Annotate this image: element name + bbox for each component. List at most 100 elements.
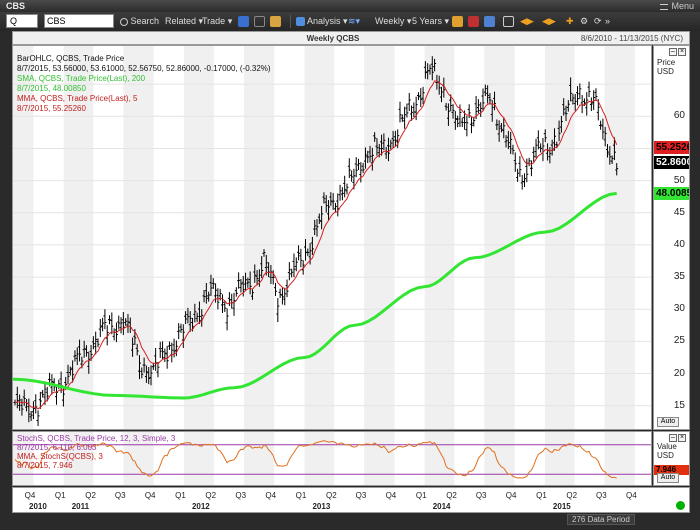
quarter-label: Q3 bbox=[114, 491, 126, 500]
quarter-band bbox=[243, 46, 275, 429]
candle-icon[interactable] bbox=[468, 16, 479, 27]
more-icon[interactable]: » bbox=[605, 16, 611, 26]
trade-label: Trade bbox=[202, 16, 226, 26]
osc-quarter-band bbox=[63, 432, 94, 485]
toolbar: Q Search Related ▾ Trade ▾ Analysis ▾ ≋▾… bbox=[0, 12, 700, 31]
compare-icon[interactable] bbox=[484, 16, 495, 27]
price-axis-unit: USD bbox=[657, 67, 674, 76]
osc-quarter-band bbox=[424, 432, 455, 485]
date-axis[interactable]: Q4 Q1 Q2 Q3 Q4 Q1 Q2 Q3 Q4 Q1 Q2 Q3 Q4 Q1 Q2 Q3 Q4 Q1 Q2 Q3… bbox=[12, 487, 690, 513]
menu-button[interactable]: Menu bbox=[660, 1, 694, 11]
close-icon[interactable]: × bbox=[678, 48, 686, 56]
quarter-band bbox=[604, 46, 635, 429]
legend-bar-title: BarOHLC, QCBS, Trade Price bbox=[17, 54, 125, 63]
price-tick-label: 50 bbox=[673, 174, 685, 186]
symbol-type-select[interactable]: Q bbox=[6, 14, 38, 28]
oscillator-chart bbox=[13, 432, 651, 485]
quarter-band bbox=[484, 46, 515, 429]
range-label: 5 Years bbox=[412, 16, 443, 26]
legend-osc-mma-value: 8/7/2015, 7.946 bbox=[17, 461, 73, 470]
trade-menu[interactable]: Trade ▾ bbox=[202, 16, 233, 26]
quarter-label: Q1 bbox=[175, 491, 186, 500]
quarter-label: Q1 bbox=[54, 491, 66, 500]
status-bar: 276 Data Period bbox=[12, 513, 690, 525]
range-select[interactable]: 5 Years ▾ bbox=[412, 16, 450, 26]
quarter-label: Q2 bbox=[566, 491, 578, 500]
osc-minimize-icon[interactable]: – bbox=[669, 434, 677, 442]
year-label: 2011 bbox=[71, 502, 90, 511]
symbol-input[interactable] bbox=[44, 14, 114, 28]
trade-icon[interactable] bbox=[238, 16, 249, 27]
price-tick-label: 35 bbox=[673, 271, 685, 283]
quarter-label: Q3 bbox=[596, 491, 607, 500]
osc-quarter-band bbox=[604, 432, 635, 485]
search-button[interactable]: Search bbox=[120, 14, 159, 29]
oscillator-axis[interactable]: – × Value USD 7.946 Auto bbox=[653, 431, 690, 486]
expand-icon[interactable]: ✚ bbox=[566, 16, 574, 26]
refresh-icon[interactable]: ⟳ bbox=[594, 16, 602, 26]
quarter-band bbox=[304, 46, 335, 429]
quarter-band bbox=[364, 46, 395, 429]
hamburger-icon bbox=[660, 3, 669, 10]
price-tick-label: 20 bbox=[673, 367, 685, 379]
quarter-band bbox=[424, 46, 455, 429]
scroll-left-icon[interactable]: ◀▶ bbox=[520, 16, 534, 26]
stoch-line bbox=[14, 440, 617, 479]
crosshair-icon[interactable] bbox=[503, 16, 514, 27]
price-tick-label: 15 bbox=[673, 399, 685, 411]
quarter-label: Q4 bbox=[385, 491, 397, 500]
osc-close-icon[interactable]: × bbox=[678, 434, 686, 442]
minimize-icon[interactable]: – bbox=[669, 48, 677, 56]
quarter-label: Q4 bbox=[24, 491, 36, 500]
osc-quarter-band bbox=[364, 432, 395, 485]
legend-mma-title: MMA, QCBS, Trade Price(Last), 5 bbox=[17, 94, 138, 103]
quarter-label: Q3 bbox=[475, 491, 487, 500]
related-menu[interactable]: Related ▾ bbox=[165, 16, 204, 26]
quarter-label: Q4 bbox=[144, 491, 156, 500]
back-icon[interactable] bbox=[254, 16, 265, 27]
year-label: 2013 bbox=[312, 502, 331, 511]
settings-icon[interactable]: ⚙ bbox=[580, 16, 589, 26]
last-price-tag: 52.8600 bbox=[654, 156, 690, 170]
wave-icon[interactable]: ≋▾ bbox=[348, 16, 361, 26]
osc-auto-button[interactable]: Auto bbox=[657, 473, 679, 483]
analysis-menu[interactable]: Analysis ▾ bbox=[296, 14, 348, 29]
price-auto-button[interactable]: Auto bbox=[657, 417, 679, 427]
window-title: CBS bbox=[6, 1, 26, 11]
folder-icon[interactable] bbox=[270, 16, 281, 27]
title-bar: CBS Menu bbox=[0, 0, 700, 12]
chart-header: Weekly QCBS 8/6/2010 - 11/13/2015 (NYC) bbox=[12, 31, 690, 45]
osc-quarter-band bbox=[304, 432, 335, 485]
zoom-reset-icon[interactable] bbox=[676, 501, 685, 510]
related-label: Related bbox=[165, 16, 197, 26]
zoom-icon[interactable]: ◀▶ bbox=[542, 16, 556, 26]
legend-stoch-title: StochS, QCBS, Trade Price, 12, 3, Simple… bbox=[17, 434, 176, 443]
osc-axis-header: Value bbox=[657, 442, 677, 451]
quarter-label: Q1 bbox=[295, 491, 307, 500]
price-tick-label: 60 bbox=[673, 110, 685, 122]
oscillator-pane[interactable]: StochS, QCBS, Trade Price, 12, 3, Simple… bbox=[12, 431, 652, 486]
osc-value-tag: 7.946 bbox=[654, 465, 689, 475]
chart-style-icon[interactable] bbox=[452, 16, 463, 27]
search-icon bbox=[120, 17, 128, 26]
date-range: 8/6/2010 - 11/13/2015 (NYC) bbox=[580, 34, 683, 43]
osc-axis-unit: USD bbox=[657, 451, 674, 460]
quarter-label: Q1 bbox=[415, 491, 427, 500]
price-pane[interactable]: BarOHLC, QCBS, Trade Price 8/7/2015, 53.… bbox=[12, 45, 652, 430]
price-axis[interactable]: –× Price USD 60555045403530252015 55.252… bbox=[653, 45, 690, 430]
pane-controls: – × bbox=[668, 48, 686, 56]
quarter-band bbox=[183, 46, 214, 429]
quarter-label: Q2 bbox=[85, 491, 96, 500]
sma-value-tag: 48.0085 bbox=[654, 187, 690, 201]
legend-mma-value: 8/7/2015, 55.25260 bbox=[17, 104, 86, 113]
menu-label: Menu bbox=[671, 1, 694, 11]
legend-osc-mma-title: MMA, StochS(QCBS), 3 bbox=[17, 452, 103, 461]
osc-pane-controls: – × bbox=[668, 434, 686, 442]
osc-quarter-band bbox=[484, 432, 515, 485]
price-tick-label: 45 bbox=[673, 206, 685, 218]
period-select[interactable]: Weekly ▾ bbox=[375, 16, 412, 26]
osc-quarter-band bbox=[544, 432, 575, 485]
year-label: 2012 bbox=[191, 502, 210, 511]
analysis-icon bbox=[296, 17, 305, 27]
